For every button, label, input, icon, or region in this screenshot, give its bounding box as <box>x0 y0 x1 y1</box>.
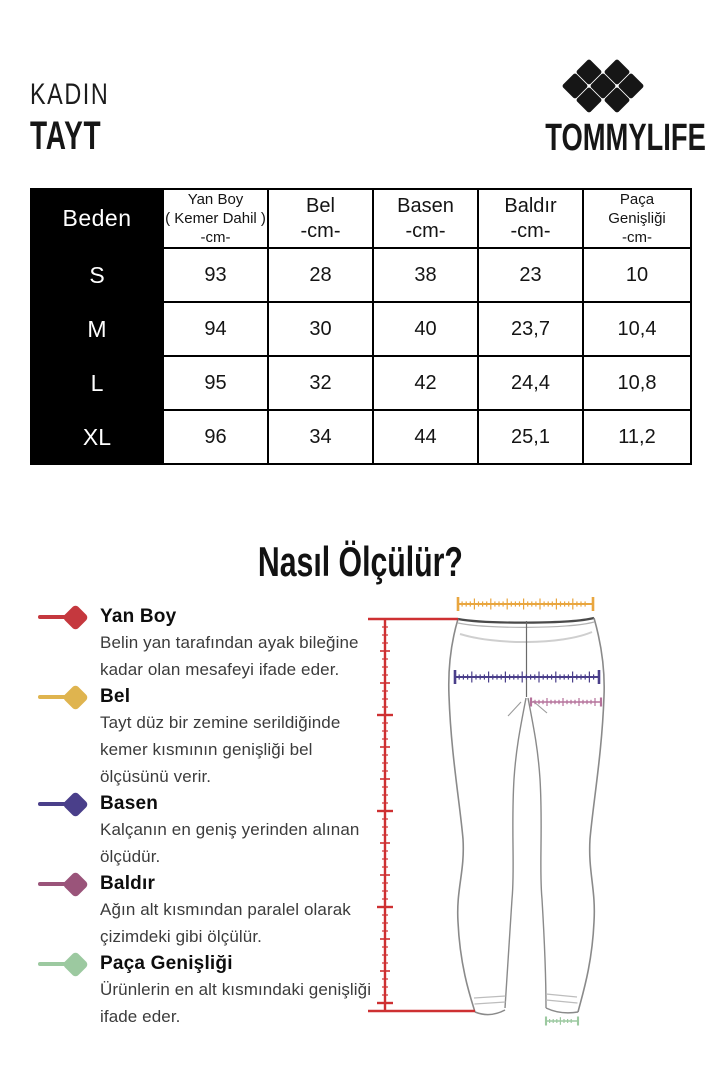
legend-item-basen: Basen Kalçanın en geniş yerinden alınan ö… <box>30 790 370 870</box>
column-header-beden: Beden <box>30 188 164 249</box>
measurement-value: 24,4 <box>477 355 584 411</box>
column-header-line: -cm- <box>300 219 341 242</box>
measurement-value: 38 <box>372 247 479 303</box>
measure-marker-yan-boy <box>30 603 100 631</box>
measurement-value: 96 <box>162 409 269 465</box>
brand-name: TOMMYLIFE <box>545 117 706 159</box>
marker-line <box>38 695 74 699</box>
measurement-value: 94 <box>162 301 269 357</box>
measurement-value: 40 <box>372 301 479 357</box>
column-header-line: -cm- <box>405 219 446 242</box>
size-table-body: S 93 28 38 23 10 M 94 30 40 23,7 10,4 L 95 32 42 24,4 10,… <box>30 247 692 465</box>
measurement-value: 23,7 <box>477 301 584 357</box>
measurement-value: 30 <box>267 301 374 357</box>
diamond-icon <box>62 870 89 898</box>
column-header-measure: Basen -cm- <box>372 188 479 249</box>
measurement-value: 25,1 <box>477 409 584 465</box>
size-row-m: M 94 30 40 23,7 10,4 <box>30 301 692 357</box>
legend-item-bel: Bel Tayt düz bir zemine serildiğinde keme… <box>30 683 370 790</box>
measure-description: Tayt düz bir zemine serildiğinde kemer k… <box>100 713 341 786</box>
column-header-line: Genişliği <box>608 210 666 227</box>
column-header-line: Bel <box>306 194 335 217</box>
size-table-header-row: Beden Yan Boy( Kemer Dahil ) -cm- Bel -cm- Ba… <box>30 188 692 249</box>
measurement-value: 42 <box>372 355 479 411</box>
brand-logo: TOMMYLIFE <box>514 55 706 157</box>
measurement-value: 10,4 <box>582 301 692 357</box>
measure-name: Baldır <box>100 873 156 894</box>
measurement-value: 95 <box>162 355 269 411</box>
column-header-line: ( Kemer Dahil ) <box>165 210 266 227</box>
legend-text: Paça Genişliği Ürünlerin en alt kısmındak… <box>100 951 378 1030</box>
leggings-drawing <box>447 616 605 1016</box>
size-label: XL <box>30 409 164 465</box>
size-row-xl: XL 96 34 44 25,1 11,2 <box>30 409 692 465</box>
column-header-measure: Baldır -cm- <box>477 188 584 249</box>
size-table-head: Beden Yan Boy( Kemer Dahil ) -cm- Bel -cm- Ba… <box>30 188 692 249</box>
measurement-value: 23 <box>477 247 584 303</box>
diamond-icon <box>62 603 89 631</box>
diamond-icon <box>62 790 89 818</box>
measurement-rulers <box>368 597 603 1026</box>
measure-description: Belin yan tarafından ayak bileğine kadar… <box>100 633 359 679</box>
measure-legend: Yan Boy Belin yan tarafından ayak bileğin… <box>30 603 371 1031</box>
size-label: L <box>30 355 164 411</box>
legend-text: Bel Tayt düz bir zemine serildiğinde keme… <box>100 684 378 790</box>
size-label: S <box>30 247 164 303</box>
measurement-value: 11,2 <box>582 409 692 465</box>
legend-item-yan-boy: Yan Boy Belin yan tarafından ayak bileğin… <box>30 603 370 683</box>
measure-marker-basen <box>30 790 100 818</box>
column-header-line: Yan Boy <box>187 191 244 208</box>
measurement-value: 32 <box>267 355 374 411</box>
brand-diamonds-icon <box>562 59 644 113</box>
column-header-line: -cm- <box>510 219 551 242</box>
marker-line <box>38 882 74 886</box>
column-header-line: -cm- <box>200 229 231 246</box>
product-title: TAYT <box>30 114 102 158</box>
legend-text: Basen Kalçanın en geniş yerinden alınan ö… <box>100 791 378 870</box>
column-header-line: -cm- <box>622 229 652 246</box>
column-header-measure: Yan Boy ( Kemer Dahil ) -cm- <box>162 188 269 249</box>
marker-line <box>38 615 74 619</box>
legend-text: Yan Boy Belin yan tarafından ayak bileğin… <box>100 604 378 683</box>
category-label: KADIN <box>30 78 110 111</box>
measurement-value: 10 <box>582 247 692 303</box>
size-row-l: L 95 32 42 24,4 10,8 <box>30 355 692 411</box>
measure-description: Kalçanın en geniş yerinden alınan ölçüdü… <box>100 820 360 866</box>
column-header-measure: Paça Genişliği -cm- <box>582 188 692 249</box>
legend-item-paca-genisligi: Paça Genişliği Ürünlerin en alt kısmındak… <box>30 950 371 1030</box>
legend-text: Baldır Ağın alt kısmından paralel olarak … <box>100 871 378 950</box>
marker-line <box>38 802 74 806</box>
measure-marker-paca-genisligi <box>30 950 100 978</box>
product-heading: KADIN TAYT <box>30 78 132 158</box>
measurement-value: 44 <box>372 409 479 465</box>
measure-name: Bel <box>100 686 131 707</box>
measure-description: Ağın alt kısmından paralel olarak çizimd… <box>100 900 351 946</box>
size-label: M <box>30 301 164 357</box>
diamond-icon <box>62 950 89 978</box>
size-table: Beden Yan Boy( Kemer Dahil ) -cm- Bel -cm- Ba… <box>30 188 692 465</box>
leggings-measurement-diagram <box>368 597 605 1026</box>
measurement-value: 10,8 <box>582 355 692 411</box>
measure-name: Yan Boy <box>100 606 177 627</box>
legend-item-baldir: Baldır Ağın alt kısmından paralel olarak … <box>30 870 370 950</box>
diamond-icon <box>62 683 89 711</box>
marker-line <box>38 962 74 966</box>
how-to-measure-title: Nasıl Ölçülür? <box>257 538 463 585</box>
measure-name: Basen <box>100 793 159 814</box>
measure-marker-bel <box>30 683 100 711</box>
measurement-value: 93 <box>162 247 269 303</box>
column-header-measure: Bel -cm- <box>267 188 374 249</box>
measure-name: Paça Genişliği <box>100 953 233 974</box>
measurement-value: 28 <box>267 247 374 303</box>
column-header-line: Paça <box>619 191 655 208</box>
column-header-line: Basen <box>397 194 454 217</box>
measure-description: Ürünlerin en alt kısmındaki genişliği if… <box>100 980 372 1026</box>
measurement-value: 34 <box>267 409 374 465</box>
measure-marker-baldir <box>30 870 100 898</box>
column-header-line: Baldır <box>504 194 557 217</box>
size-row-s: S 93 28 38 23 10 <box>30 247 692 303</box>
